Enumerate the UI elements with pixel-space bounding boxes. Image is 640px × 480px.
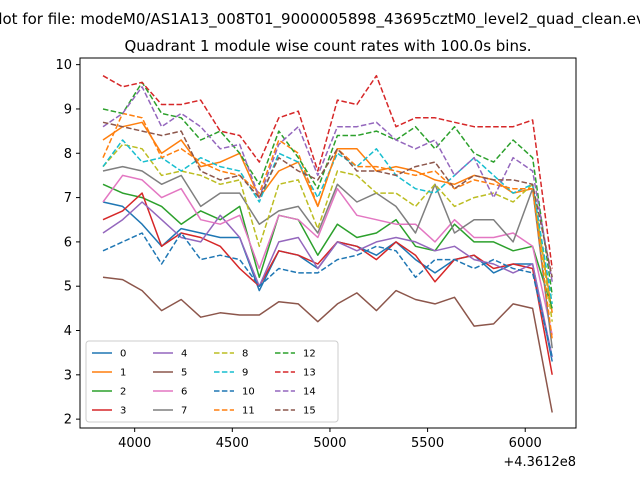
legend-label-14: 14	[303, 387, 316, 398]
legend-label-6: 6	[181, 387, 187, 398]
series-line-4	[102, 201, 553, 358]
legend-label-1: 1	[120, 368, 126, 379]
legend-box	[85, 340, 339, 423]
legend-label-3: 3	[120, 406, 126, 417]
y-tick-label: 7	[64, 191, 72, 206]
legend-label-5: 5	[181, 368, 187, 379]
series-line-2	[102, 183, 553, 309]
x-axis-offset-label: +4.3612e8	[503, 455, 576, 470]
figure-suptitle: Plot for file: modeM0/AS1A13_008T01_9000…	[0, 10, 640, 29]
series-line-14	[102, 86, 553, 282]
chart-title: Quadrant 1 module wise count rates with …	[124, 37, 531, 55]
legend-label-7: 7	[181, 406, 187, 417]
legend-label-13: 13	[303, 368, 316, 379]
y-tick-label: 3	[64, 368, 72, 383]
x-tick-label: 4000	[118, 436, 151, 451]
series-line-10	[102, 232, 553, 358]
legend-label-8: 8	[242, 349, 248, 360]
series-line-13	[102, 74, 553, 269]
legend-label-11: 11	[242, 406, 255, 417]
legend-label-2: 2	[120, 387, 126, 398]
series-line-6	[102, 174, 553, 336]
series-line-11	[102, 112, 553, 340]
plot-frame	[79, 57, 577, 429]
series-layer	[102, 74, 553, 413]
series-line-7	[102, 165, 553, 349]
series-line-15	[102, 121, 553, 278]
series-line-8	[102, 143, 553, 322]
series-line-12	[102, 81, 553, 296]
y-tick-label: 8	[64, 147, 72, 162]
y-tick-label: 10	[55, 58, 72, 73]
legend-label-15: 15	[303, 406, 316, 417]
legend-label-4: 4	[181, 349, 187, 360]
legend-label-12: 12	[303, 349, 316, 360]
legend-label-0: 0	[120, 349, 126, 360]
x-tick-label: 6000	[509, 436, 542, 451]
y-tick-label: 2	[64, 413, 72, 428]
y-tick-label: 5	[64, 280, 72, 295]
y-tick-label: 4	[64, 324, 72, 339]
series-line-9	[102, 139, 553, 305]
x-tick-label: 5000	[313, 436, 346, 451]
x-tick-label: 4500	[216, 436, 249, 451]
series-line-5	[102, 276, 553, 413]
y-tick-label: 6	[64, 235, 72, 250]
legend-label-10: 10	[242, 387, 255, 398]
legend-label-9: 9	[242, 368, 248, 379]
x-tick-label: 5500	[411, 436, 444, 451]
y-tick-label: 9	[64, 102, 72, 117]
